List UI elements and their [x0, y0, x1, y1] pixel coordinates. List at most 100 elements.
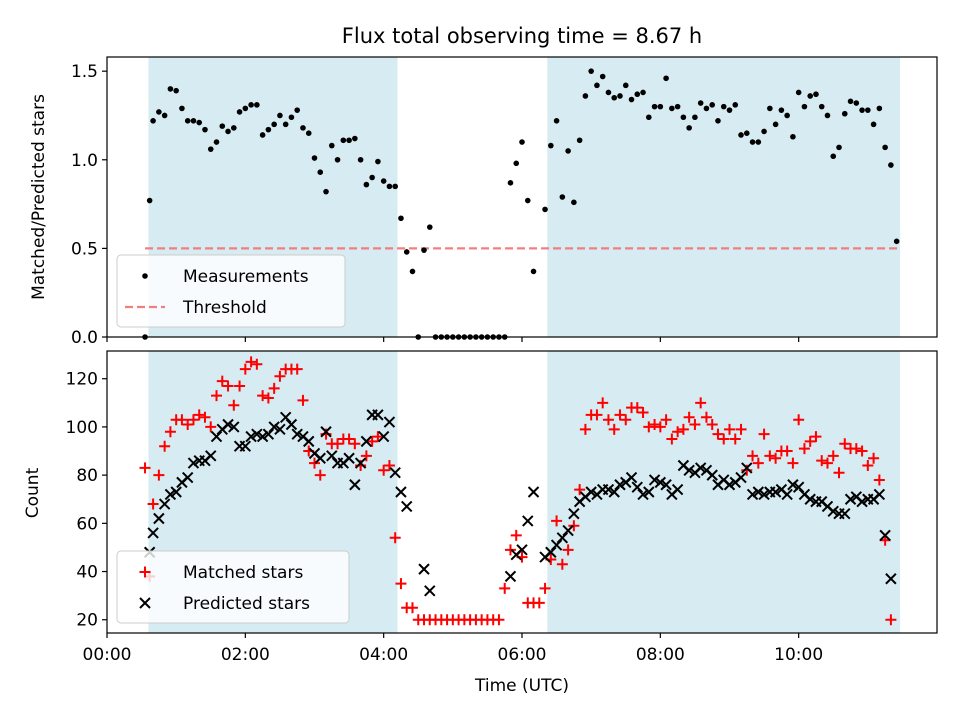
matched-star-point: [360, 450, 372, 462]
measurement-point: [818, 103, 825, 110]
predicted-star-point: [741, 462, 753, 474]
predicted-star-point: [343, 452, 355, 464]
matched-star-point: [660, 414, 672, 426]
matched-star-point: [239, 363, 251, 375]
y-tick-label: 40: [76, 563, 98, 583]
matched-star-point: [205, 421, 217, 433]
matched-star-point: [764, 450, 776, 462]
matched-star-point: [770, 452, 782, 464]
chart-title: Flux total observing time = 8.67 h: [342, 24, 702, 48]
measurement-point: [548, 142, 554, 149]
predicted-star-point: [758, 488, 770, 501]
predicted-star-point: [556, 532, 569, 544]
measurement-point: [167, 86, 174, 92]
matched-star-point: [366, 435, 378, 447]
matched-star-point: [689, 419, 701, 431]
measurement-point: [179, 105, 185, 112]
x-tick-label: 08:00: [636, 645, 685, 665]
measurement-point: [715, 117, 721, 124]
matched-star-point: [389, 532, 401, 544]
measurement-point: [219, 123, 226, 129]
matched-star-point: [885, 614, 897, 626]
predicted-star-point: [164, 488, 177, 501]
matched-star-point: [193, 409, 205, 421]
measurement-point: [328, 142, 335, 149]
predicted-star-point: [153, 512, 165, 525]
x-tick-label: 04:00: [359, 645, 408, 665]
measurement-point: [231, 125, 237, 131]
matched-star-point: [810, 431, 822, 443]
matched-star-point: [821, 457, 833, 469]
predicted-star-point: [262, 428, 275, 440]
measurement-point: [703, 105, 710, 112]
predicted-star-point: [222, 418, 234, 431]
matched-star-point: [683, 411, 695, 423]
predicted-star-point: [545, 546, 557, 558]
matched-star-point: [614, 409, 626, 421]
y-tick-label: 0.0: [71, 328, 98, 348]
predicted-star-point: [187, 457, 200, 469]
measurement-point: [576, 137, 583, 144]
measurement-point: [870, 121, 877, 128]
measurement-point: [830, 153, 837, 160]
measurement-point: [513, 160, 520, 167]
measurement-point: [173, 87, 179, 94]
matched-star-point: [216, 375, 228, 387]
measurement-point: [836, 144, 842, 151]
predicted-star-point: [395, 486, 407, 498]
predicted-star-point: [372, 409, 384, 421]
measurement-point: [346, 137, 352, 144]
matched-star-point: [139, 462, 151, 474]
matched-star-point: [257, 390, 269, 402]
matched-star-point: [309, 457, 320, 469]
measurement-point: [530, 268, 537, 275]
predicted-star-point: [279, 411, 292, 423]
predicted-star-point: [158, 498, 171, 510]
y-tick-label: 1.5: [71, 62, 98, 82]
measurement-point: [207, 146, 214, 152]
measurement-point: [801, 103, 808, 110]
measurement-point: [876, 105, 883, 112]
measurement-point: [150, 117, 156, 124]
predicted-star-point: [418, 563, 430, 575]
matched-star-point: [164, 426, 176, 438]
matched-star-point: [539, 582, 551, 594]
matched-star-point: [747, 450, 759, 462]
measurement-point: [288, 114, 295, 121]
measurement-point: [841, 110, 848, 117]
predicted-star-point: [228, 421, 240, 433]
measurement-point: [305, 130, 312, 137]
measurement-point: [146, 197, 153, 204]
measurement-point: [196, 119, 203, 126]
legend-label: Measurements: [183, 267, 309, 287]
matched-star-point: [862, 459, 874, 471]
measurement-point: [409, 268, 416, 275]
measurement-point: [755, 139, 762, 145]
matched-star-point: [406, 602, 418, 614]
matched-star-point: [672, 426, 684, 438]
ratio-panel: 0.0 0.5 1.0 1.5 Measurements Threshold: [71, 56, 938, 348]
x-tick-label: 02:00: [221, 645, 270, 665]
predicted-star-point: [792, 481, 805, 493]
matched-star-point: [176, 414, 188, 426]
measurement-point: [622, 82, 629, 89]
predicted-star-point: [245, 430, 257, 443]
measurement-point: [507, 180, 514, 186]
measurement-point: [519, 139, 525, 145]
predicted-star-point: [274, 423, 286, 436]
measurement-point: [352, 135, 358, 142]
matched-star-point: [579, 423, 591, 435]
legend-plus-marker: [139, 566, 151, 578]
matched-star-point: [591, 409, 603, 421]
measurement-point: [380, 178, 387, 184]
predicted-star-point: [781, 488, 793, 501]
matched-star-point: [649, 419, 661, 431]
measurement-point: [242, 105, 249, 112]
matched-star-point: [695, 397, 707, 409]
matched-star-point: [712, 428, 724, 440]
measurement-point: [542, 206, 548, 213]
predicted-star-point: [256, 430, 269, 443]
y-tick-label: 60: [76, 514, 98, 534]
predicted-star-point: [608, 486, 620, 498]
predicted-star-point: [285, 418, 298, 431]
